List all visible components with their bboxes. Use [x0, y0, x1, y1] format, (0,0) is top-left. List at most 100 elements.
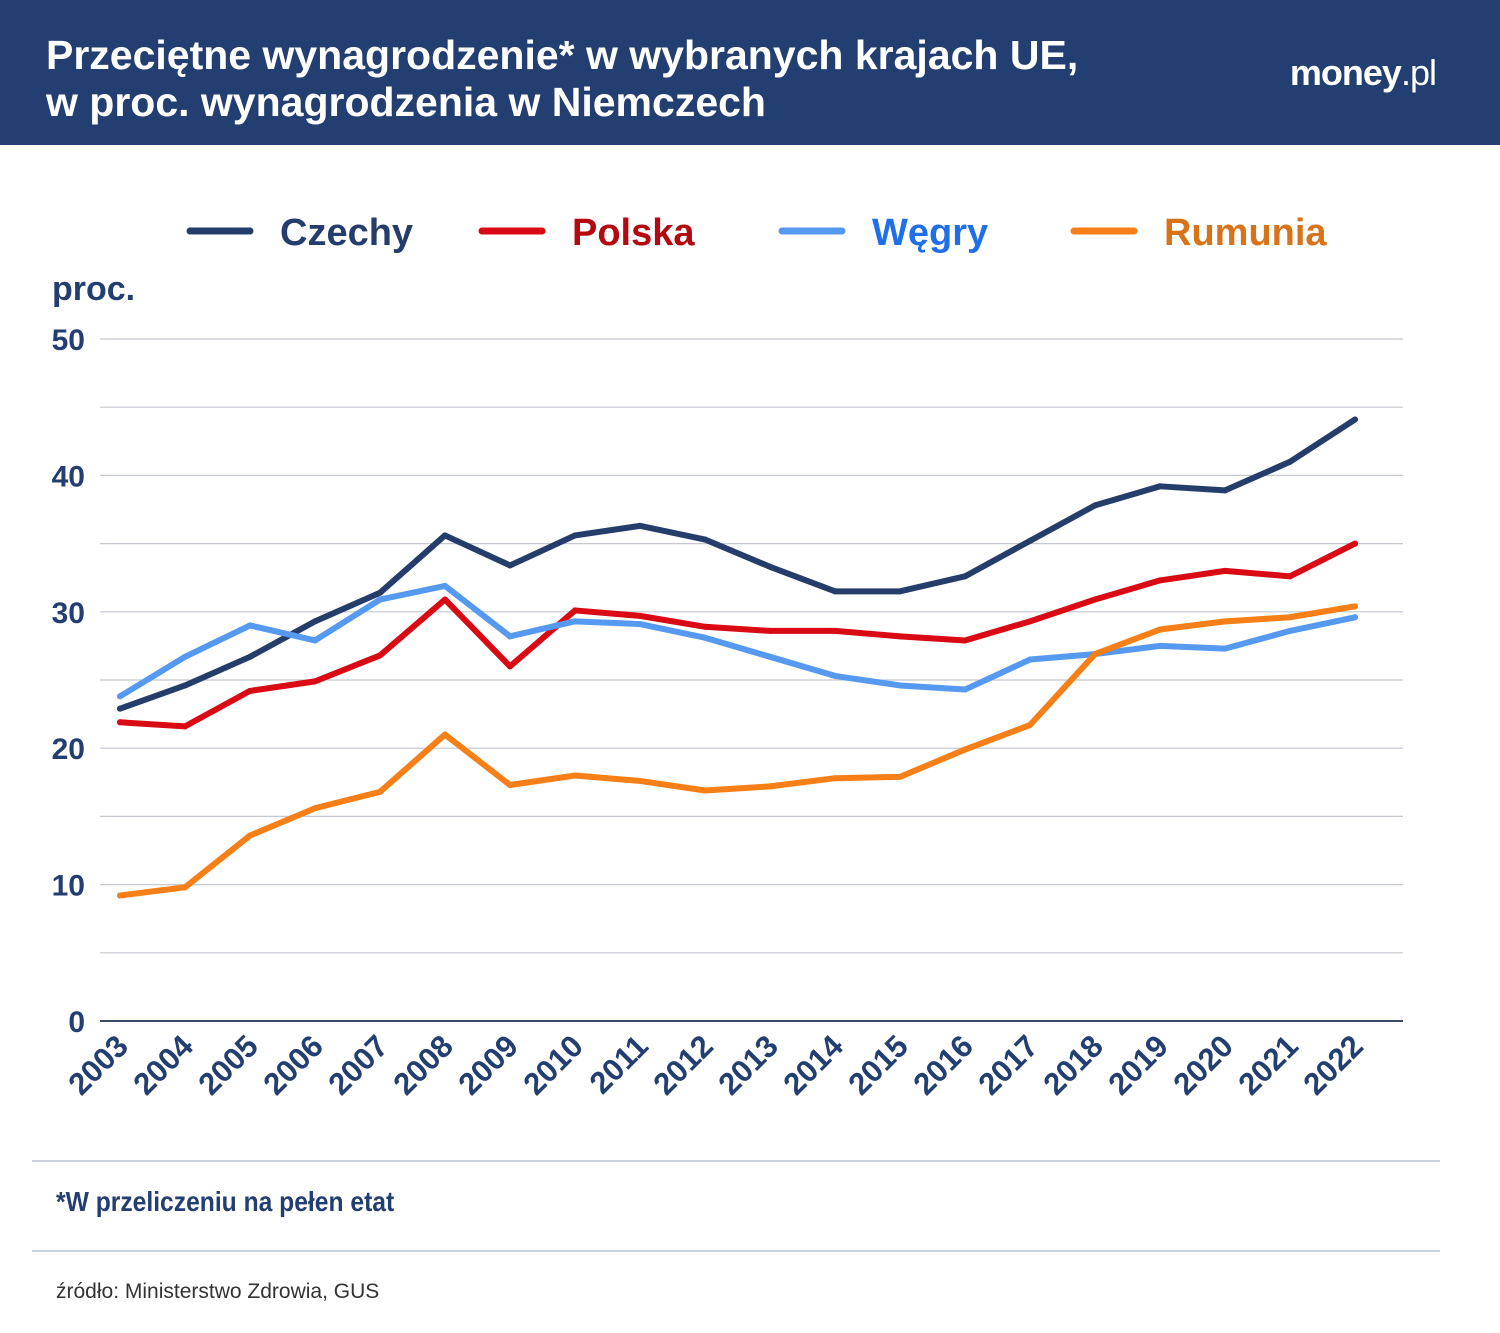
x-tick-label: 2010 — [516, 1028, 590, 1102]
x-tick-label: 2004 — [126, 1028, 200, 1102]
footnote: *W przeliczeniu na pełen etat — [56, 1186, 395, 1217]
data-point — [1027, 618, 1033, 625]
data-point — [247, 653, 253, 660]
data-point — [312, 805, 318, 812]
data-point — [767, 563, 773, 570]
x-tick-label: 2005 — [191, 1028, 265, 1102]
data-point — [767, 783, 773, 790]
data-point — [312, 618, 318, 625]
header: Przeciętne wynagrodzenie* w wybranych kr… — [0, 0, 1500, 145]
data-point — [572, 532, 578, 539]
data-point — [507, 562, 513, 569]
data-point — [1157, 626, 1163, 633]
data-point — [637, 612, 643, 619]
x-tick-label: 2013 — [711, 1028, 785, 1102]
data-point — [832, 627, 838, 634]
data-point — [182, 884, 188, 891]
data-point — [962, 746, 968, 753]
x-tick-label: 2022 — [1296, 1028, 1370, 1102]
data-point — [637, 777, 643, 784]
data-point — [1027, 722, 1033, 729]
data-point — [1027, 656, 1033, 663]
data-point — [117, 892, 123, 899]
data-point — [182, 723, 188, 730]
x-tick-label: 2006 — [256, 1028, 330, 1102]
data-point — [767, 627, 773, 634]
data-point — [897, 588, 903, 595]
data-point — [1157, 483, 1163, 490]
y-tick-label: 10 — [52, 870, 85, 903]
x-tick-label: 2009 — [451, 1028, 525, 1102]
data-point — [1287, 458, 1293, 465]
data-point — [702, 634, 708, 641]
legend-label: Czechy — [280, 212, 413, 254]
data-point — [1222, 618, 1228, 625]
data-point — [1027, 537, 1033, 544]
data-point — [442, 582, 448, 589]
x-tick-label: 2007 — [321, 1028, 395, 1102]
data-point — [572, 772, 578, 779]
data-point — [897, 633, 903, 640]
data-point — [1092, 651, 1098, 658]
divider — [32, 1250, 1440, 1252]
legend-label: Węgry — [872, 212, 988, 254]
series-line-węgry — [117, 582, 1358, 700]
x-tick-label: 2015 — [841, 1028, 915, 1102]
data-point — [507, 663, 513, 670]
data-point — [1352, 614, 1358, 621]
data-point — [1287, 573, 1293, 580]
series-line-polska — [117, 540, 1358, 730]
chart-title: Przeciętne wynagrodzenie* w wybranych kr… — [46, 32, 1078, 126]
data-point — [442, 731, 448, 738]
data-point — [897, 682, 903, 689]
data-point — [637, 621, 643, 628]
data-point — [377, 788, 383, 795]
data-point — [442, 596, 448, 603]
y-tick-label: 50 — [52, 324, 85, 357]
data-point — [832, 588, 838, 595]
data-point — [377, 652, 383, 659]
data-point — [897, 773, 903, 780]
data-point — [117, 719, 123, 726]
x-tick-label: 2018 — [1036, 1028, 1110, 1102]
data-point — [1352, 540, 1358, 547]
data-point — [1092, 502, 1098, 509]
data-point — [377, 589, 383, 596]
data-point — [1352, 416, 1358, 423]
data-point — [247, 832, 253, 839]
data-point — [182, 682, 188, 689]
legend-label: Polska — [572, 212, 695, 254]
y-tick-label: 20 — [52, 733, 85, 766]
data-point — [1287, 614, 1293, 621]
data-point — [507, 633, 513, 640]
x-tick-label: 2017 — [971, 1028, 1045, 1102]
x-tick-label: 2012 — [646, 1028, 720, 1102]
data-point — [247, 622, 253, 629]
divider — [32, 1160, 1440, 1162]
data-point — [182, 653, 188, 660]
money-pl-logo: money.pl — [1289, 52, 1437, 93]
data-point — [832, 775, 838, 782]
y-tick-label: 30 — [52, 597, 85, 630]
data-point — [572, 607, 578, 614]
series-line-rumunia — [117, 603, 1358, 899]
data-point — [1092, 596, 1098, 603]
data-point — [702, 536, 708, 543]
data-point — [1222, 487, 1228, 494]
data-point — [767, 653, 773, 660]
legend-label: Rumunia — [1164, 212, 1327, 254]
x-tick-label: 2014 — [776, 1028, 850, 1102]
x-tick-label: 2020 — [1166, 1028, 1240, 1102]
data-point — [962, 637, 968, 644]
data-point — [1157, 642, 1163, 649]
title-line-2: w proc. wynagrodzenia w Niemczech — [46, 79, 766, 125]
data-point — [117, 705, 123, 712]
data-point — [702, 623, 708, 630]
x-tick-label: 2011 — [583, 1028, 655, 1100]
y-axis-label: proc. — [52, 270, 135, 308]
data-point — [832, 672, 838, 679]
data-point — [247, 687, 253, 694]
data-point — [1222, 645, 1228, 652]
data-point — [507, 782, 513, 789]
